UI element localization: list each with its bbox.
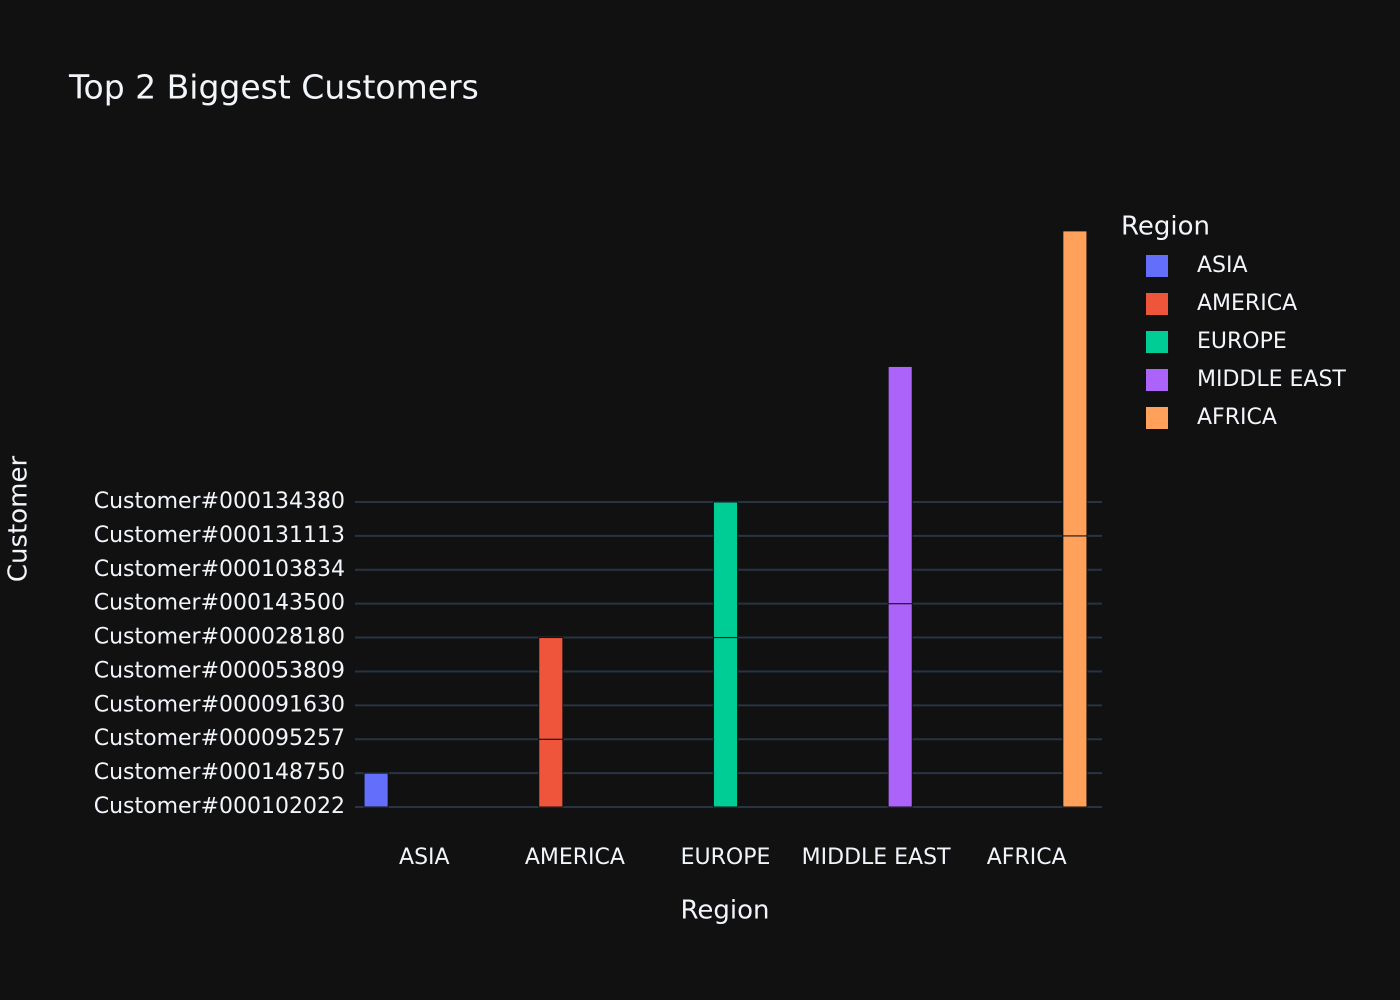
legend-label: MIDDLE EAST — [1197, 367, 1346, 392]
legend-swatch — [1146, 255, 1168, 277]
legend-label: AMERICA — [1197, 291, 1297, 316]
chart-title: Top 2 Biggest Customers — [68, 68, 479, 107]
bar-segment — [1062, 230, 1088, 537]
bar-segment — [887, 603, 913, 808]
legend-title: Region — [1121, 212, 1210, 242]
bar-segment — [1062, 535, 1088, 808]
legend-label: EUROPE — [1197, 329, 1287, 354]
y-tick-label: Customer#000143500 — [94, 591, 345, 616]
y-tick-label: Customer#000134380 — [94, 489, 345, 514]
x-tick-label: AMERICA — [525, 845, 625, 870]
legend-swatch — [1146, 369, 1168, 391]
bar-segment — [538, 637, 564, 740]
legend-swatch — [1146, 293, 1168, 315]
y-tick-label: Customer#000095257 — [94, 726, 345, 751]
y-axis-title: Customer — [4, 456, 34, 583]
bar-segment — [887, 365, 913, 605]
y-tick-label: Customer#000028180 — [94, 625, 345, 650]
x-tick-label: MIDDLE EAST — [802, 845, 951, 870]
x-axis-title: Region — [680, 896, 769, 926]
y-tick-label: Customer#000053809 — [94, 658, 345, 683]
x-tick-label: ASIA — [399, 845, 450, 870]
bar-segment — [712, 501, 739, 639]
y-tick-label: Customer#000131113 — [94, 523, 345, 548]
y-tick-label: Customer#000148750 — [94, 760, 345, 785]
y-tick-label: Customer#000103834 — [94, 557, 345, 582]
legend-label: ASIA — [1197, 253, 1248, 278]
legend-swatch — [1146, 407, 1168, 429]
x-tick-label: AFRICA — [987, 845, 1067, 870]
bar-segment — [363, 772, 389, 808]
y-tick-label: Customer#000091630 — [94, 692, 345, 717]
x-tick-label: EUROPE — [681, 845, 771, 870]
y-tick-label: Customer#000102022 — [94, 794, 345, 819]
bar-segment — [538, 738, 564, 808]
legend-label: AFRICA — [1197, 405, 1277, 430]
bar-segment — [712, 637, 739, 808]
legend-swatch — [1146, 331, 1168, 353]
